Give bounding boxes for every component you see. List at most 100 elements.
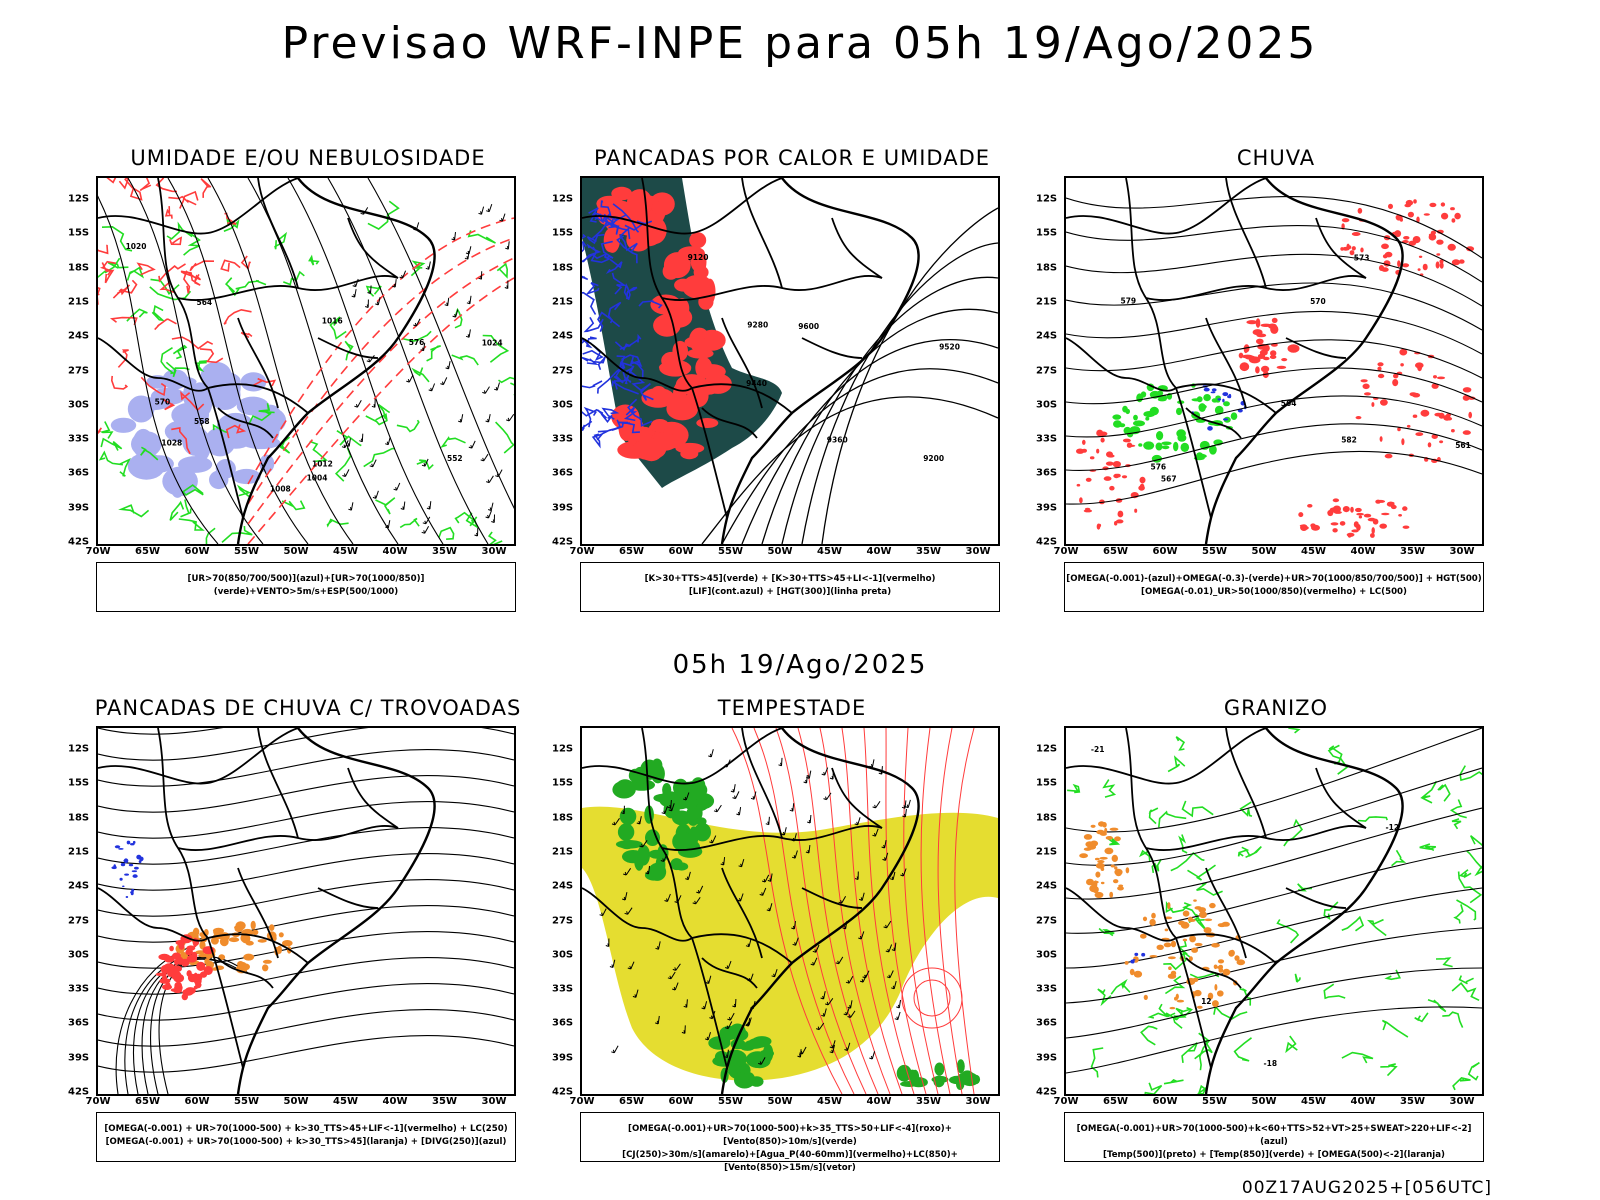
streamline xyxy=(920,728,951,1094)
contour-label: 573 xyxy=(1354,254,1370,263)
wind-850-area xyxy=(719,1025,739,1041)
divergence-blue xyxy=(130,843,135,846)
lat-tick-label: 24S xyxy=(1036,330,1058,342)
rain-area xyxy=(1406,424,1411,428)
rain-area xyxy=(1454,212,1461,220)
wind-vector xyxy=(599,908,607,917)
map-area: 9600 9520 9440 9360 9280 9200 9120 xyxy=(580,176,1000,546)
lon-tick-label: 35W xyxy=(916,1096,941,1107)
wind-vector xyxy=(847,1000,853,1009)
unstable-area xyxy=(663,252,691,279)
thunder-orange-area xyxy=(243,953,255,961)
rain-area xyxy=(1379,523,1387,529)
rain-area xyxy=(1351,246,1356,251)
wind-vector xyxy=(372,490,379,499)
humidity-low-contour xyxy=(482,334,510,363)
thickness-dashed-line xyxy=(247,277,514,544)
lat-tick-label: 36S xyxy=(552,467,574,479)
wind-vector xyxy=(672,982,679,991)
border-line xyxy=(177,275,399,301)
lat-tick-label: 18S xyxy=(68,262,90,274)
wind-vector xyxy=(421,526,430,534)
lat-tick-label: 18S xyxy=(1036,812,1058,824)
lat-tick-label: 42S xyxy=(68,1086,90,1098)
thickness-contour xyxy=(168,195,197,206)
lon-tick-label: 60W xyxy=(668,1096,694,1107)
omega-orange-area xyxy=(1125,867,1130,874)
omega-orange-area xyxy=(1199,911,1207,919)
rain-area xyxy=(1082,439,1086,445)
thickness-contour xyxy=(162,398,176,411)
lifted-index-contour xyxy=(605,258,623,275)
border-line xyxy=(1066,337,1177,392)
wind-vector xyxy=(465,246,472,255)
streamline xyxy=(863,728,915,1094)
rain-blue-area xyxy=(1203,387,1210,392)
rain-area xyxy=(1332,528,1338,533)
temp-850-contour xyxy=(1419,843,1437,852)
border-line xyxy=(1205,867,1247,959)
thunder-red-area xyxy=(177,956,184,965)
rain-area xyxy=(1447,243,1456,251)
lifted-index-contour xyxy=(582,420,593,432)
rain-blue-area xyxy=(1223,418,1228,421)
rain-area xyxy=(1402,525,1410,529)
rain-area xyxy=(1431,434,1438,439)
streamline xyxy=(954,728,975,1094)
lat-tick-label: 30S xyxy=(68,949,90,961)
wind-vector xyxy=(902,808,907,818)
lifted-index-contour xyxy=(586,233,605,245)
lat-tick-label: 30S xyxy=(1036,399,1058,411)
lon-tick-label: 40W xyxy=(866,546,892,557)
thickness-contour xyxy=(98,427,102,435)
thickness-contour xyxy=(200,178,212,198)
temp-850-contour xyxy=(1187,864,1216,881)
thickness-contour xyxy=(112,279,138,299)
wind-vector xyxy=(882,852,889,861)
wind-vector xyxy=(426,501,432,510)
temp-850-contour xyxy=(1147,1003,1168,1019)
thunder-red-area xyxy=(162,984,172,990)
omega-orange-area xyxy=(1129,968,1135,976)
streamline xyxy=(98,957,514,995)
streamline xyxy=(1066,282,1482,331)
border-line xyxy=(741,728,783,839)
wind-vector xyxy=(720,857,726,866)
wind-vector xyxy=(858,931,865,940)
wind-vector xyxy=(440,377,448,386)
contour-label: 558 xyxy=(194,417,210,426)
wind-vector xyxy=(655,1015,660,1025)
temp-850-contour xyxy=(1414,1012,1429,1023)
wind-850-area xyxy=(909,1077,928,1088)
unstable-area xyxy=(629,229,656,242)
thunder-red-area xyxy=(203,966,213,975)
streamline xyxy=(1066,253,1482,307)
rain-area xyxy=(1427,442,1432,448)
lifted-index-contour xyxy=(619,227,638,252)
lifted-index-contour xyxy=(582,408,604,417)
temp-850-contour xyxy=(1420,780,1438,804)
temp-850-contour xyxy=(1328,745,1343,765)
rain-area xyxy=(1300,524,1308,531)
lat-tick-label: 15S xyxy=(1036,777,1058,789)
streamline xyxy=(98,827,514,865)
border-line xyxy=(721,317,763,409)
legend-line: [OMEGA(-0.001) + UR>70(1000-500) + k>30_… xyxy=(105,1137,507,1147)
lon-tick-label: 65W xyxy=(1103,1096,1128,1107)
rain-area xyxy=(1096,429,1104,437)
wind-vector xyxy=(425,261,431,270)
contour-label: 552 xyxy=(447,454,463,463)
streamline xyxy=(1066,423,1482,471)
omega-orange-area xyxy=(1097,860,1105,864)
lon-tick-label: 65W xyxy=(135,1096,160,1107)
temp-850-contour xyxy=(1459,765,1482,782)
thunder-orange-area xyxy=(278,932,284,938)
lat-tick-label: 30S xyxy=(1036,949,1058,961)
thickness-contour xyxy=(110,375,129,390)
wind-vector xyxy=(872,801,881,809)
rain-area xyxy=(1451,429,1455,433)
rain-area xyxy=(1330,522,1339,526)
rain-area xyxy=(1379,436,1383,442)
streamline xyxy=(98,775,514,813)
temp-850-contour xyxy=(1427,999,1447,1013)
